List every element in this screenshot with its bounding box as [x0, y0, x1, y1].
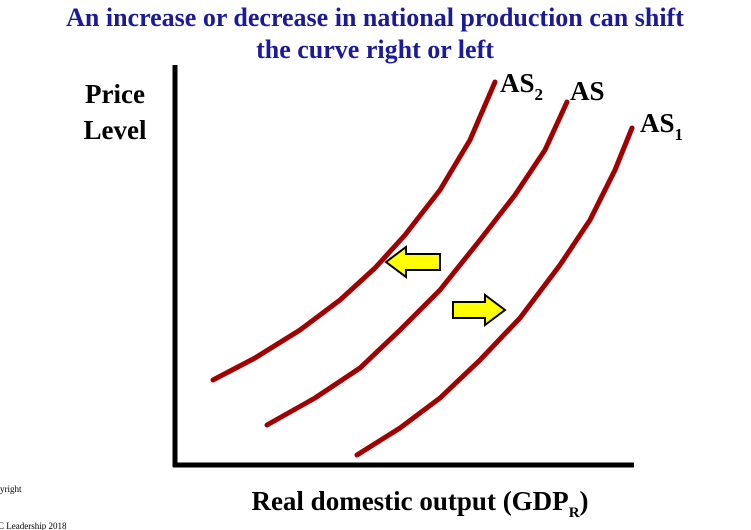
- left-arrow: [384, 245, 441, 279]
- as-curve: [264, 99, 570, 428]
- curve-label-text: AS: [640, 108, 675, 138]
- x-axis-label-text: Real domestic output (GDP: [251, 486, 568, 516]
- curve-label-subscript: 2: [535, 85, 544, 104]
- curve-label-text: AS: [570, 76, 605, 106]
- curve-label-subscript: 1: [675, 125, 684, 144]
- as2-curve: [210, 79, 498, 383]
- curve-label: AS1: [640, 108, 683, 144]
- x-axis-label: Real domestic output (GDPR): [251, 486, 588, 521]
- curve-label: AS: [570, 76, 605, 106]
- copyright: yright: [0, 484, 22, 494]
- y-axis-label: Level: [84, 115, 147, 145]
- x-axis-label-suffix: ): [580, 486, 589, 516]
- x-axis-label-subscript: R: [569, 505, 580, 521]
- title-line: the curve right or left: [256, 35, 494, 64]
- as1-curve: [354, 125, 635, 458]
- title-line: An increase or decrease in national prod…: [66, 3, 684, 32]
- curve-label-text: AS: [500, 68, 535, 98]
- copyright: C Leadership 2018: [0, 521, 67, 530]
- y-axis-label: Price: [85, 79, 145, 109]
- right-arrow: [452, 293, 507, 327]
- curve-label: AS2: [500, 68, 543, 104]
